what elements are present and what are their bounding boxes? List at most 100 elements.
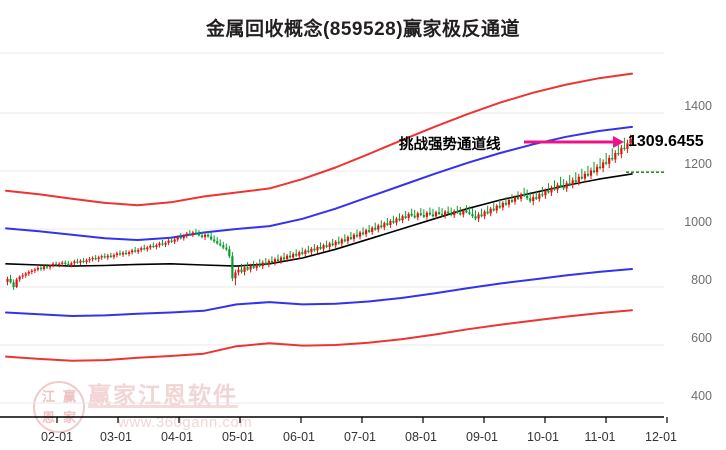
candle-body xyxy=(544,190,547,196)
y-axis-label: 400 xyxy=(691,389,712,403)
candle-body xyxy=(468,212,471,214)
x-axis-label: 11-01 xyxy=(584,430,616,444)
candle-body xyxy=(392,220,395,223)
candle-body xyxy=(85,260,88,263)
y-axis-label: 1200 xyxy=(684,157,712,171)
candle-body xyxy=(118,253,122,255)
candle-body xyxy=(592,170,596,173)
candle-body xyxy=(571,180,574,185)
candle-body xyxy=(58,263,61,265)
candle-body xyxy=(437,212,441,214)
watermark-divider xyxy=(88,405,238,408)
candle-body xyxy=(602,162,605,169)
candle-body xyxy=(434,212,438,217)
candle-body xyxy=(337,241,340,244)
candle-body xyxy=(310,248,313,253)
candle-body xyxy=(45,266,49,268)
candle-body xyxy=(276,259,280,261)
candle-body xyxy=(346,237,349,242)
candle-body xyxy=(61,262,64,264)
upper-outer-channel-line xyxy=(5,72,633,207)
candle-body xyxy=(70,263,73,265)
candle-body xyxy=(134,250,137,252)
candle-body xyxy=(425,212,428,217)
candle-body xyxy=(431,214,435,217)
candle-body xyxy=(73,261,76,264)
last-price-label: 1309.6455 xyxy=(628,133,704,150)
candle-body xyxy=(273,259,277,263)
candle-body xyxy=(328,243,331,247)
candle-body xyxy=(626,143,629,149)
candle-body xyxy=(282,257,286,260)
candle-body xyxy=(532,197,535,202)
lower-outer-channel-line xyxy=(5,309,633,362)
x-axis-label: 05-01 xyxy=(222,430,254,444)
x-axis-label: 12-01 xyxy=(645,430,677,444)
candle-body xyxy=(112,255,115,257)
candle-body xyxy=(519,194,523,199)
candle-body xyxy=(88,259,91,261)
candle-body xyxy=(27,271,30,274)
candle-body xyxy=(213,239,216,242)
candle-body xyxy=(547,190,550,193)
candle-body xyxy=(39,267,43,270)
candle-body xyxy=(331,243,334,246)
candle-body xyxy=(240,269,243,272)
candle-body xyxy=(9,278,12,283)
candle-body xyxy=(526,195,529,199)
candle-body xyxy=(565,183,568,189)
candle-body xyxy=(459,212,462,215)
candle-body xyxy=(52,263,55,266)
candle-body xyxy=(100,256,103,258)
watermark-url: www.360gann.com xyxy=(118,414,253,431)
candle-body xyxy=(550,187,553,193)
candle-body xyxy=(222,245,225,248)
candle-body xyxy=(553,187,556,190)
candle-body xyxy=(285,255,289,260)
x-axis-label: 09-01 xyxy=(466,430,498,444)
candle-body xyxy=(389,220,392,225)
candle-body xyxy=(535,197,538,199)
candle-body xyxy=(307,250,310,253)
candle-body xyxy=(556,184,559,190)
candle-body xyxy=(176,237,179,240)
lower-inner-channel-line xyxy=(5,268,633,317)
candle-body xyxy=(343,239,346,242)
candle-body xyxy=(462,210,465,215)
candle-body xyxy=(480,214,483,217)
candle-body xyxy=(474,216,477,219)
candle-body xyxy=(140,248,143,250)
candle-body xyxy=(173,239,176,242)
candle-body xyxy=(301,252,304,254)
candle-body xyxy=(304,250,307,254)
candle-body xyxy=(483,211,486,217)
candle-body xyxy=(465,210,468,213)
x-axis-label: 10-01 xyxy=(527,430,559,444)
candle-body xyxy=(340,239,343,244)
candle-body xyxy=(608,157,611,164)
candle-body xyxy=(246,267,249,270)
candle-body xyxy=(620,147,623,155)
candle-body xyxy=(407,213,410,218)
candle-body xyxy=(447,211,450,214)
candle-body xyxy=(598,166,602,169)
candle-body xyxy=(164,242,167,245)
candle-body xyxy=(428,212,432,215)
candle-body xyxy=(152,245,155,248)
candle-body xyxy=(386,223,389,225)
candle-body xyxy=(580,176,583,179)
candle-body xyxy=(295,253,298,256)
candle-body xyxy=(264,262,267,265)
candle-body xyxy=(395,218,398,223)
candle-body xyxy=(313,248,316,251)
x-axis-label: 07-01 xyxy=(344,430,376,444)
candle-body xyxy=(538,194,541,199)
candle-body xyxy=(410,213,413,216)
candle-body xyxy=(270,260,273,263)
candle-body xyxy=(18,276,21,280)
x-axis-label: 04-01 xyxy=(161,430,193,444)
candle-body xyxy=(225,247,228,250)
candle-body xyxy=(289,255,292,258)
candle-body xyxy=(24,273,27,276)
